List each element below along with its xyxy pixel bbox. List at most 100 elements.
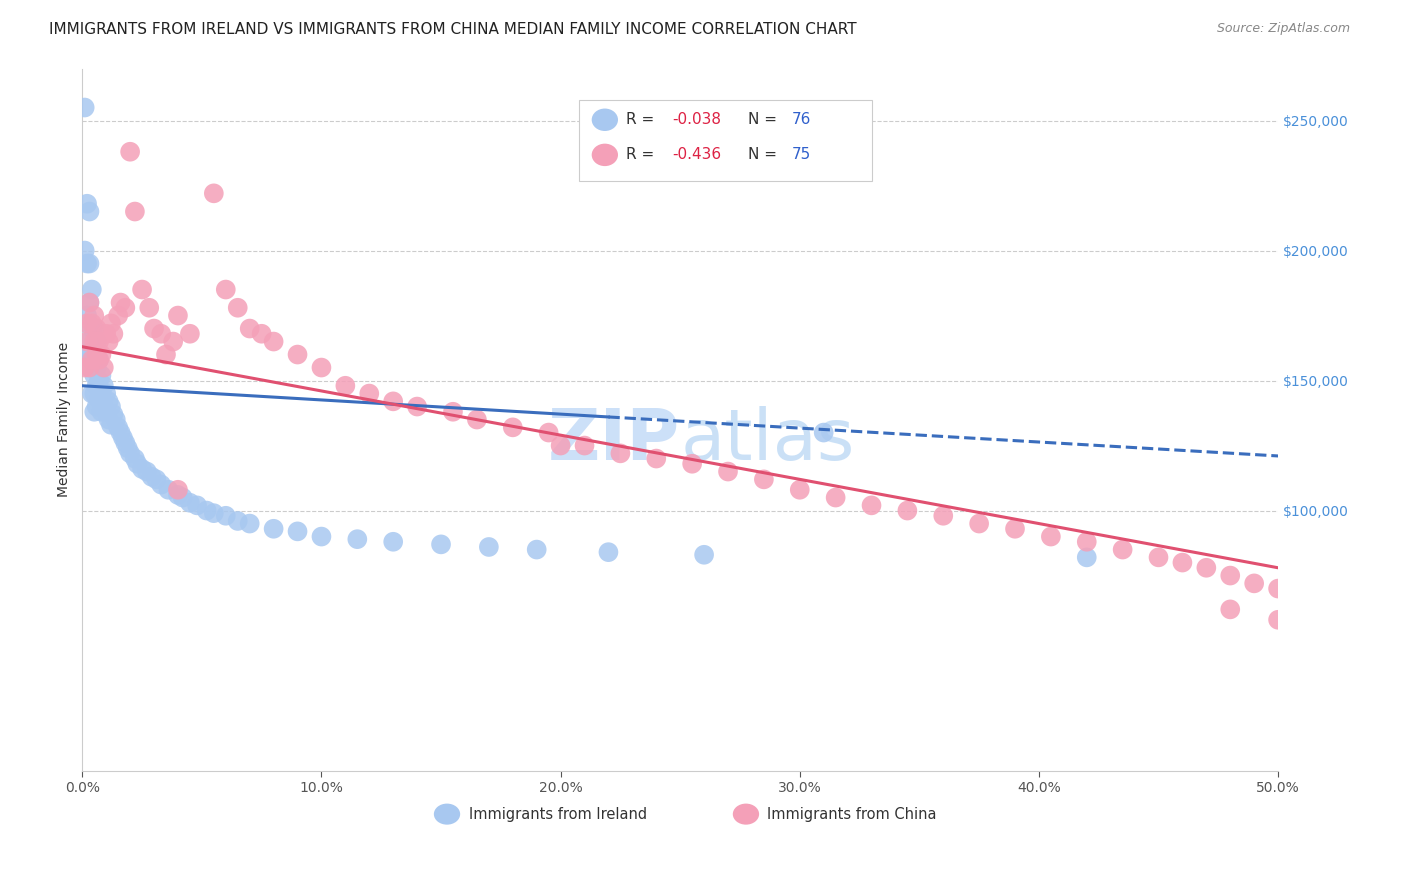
Point (90, 368, 112, 383)
Point (1267, 613, 1289, 627)
Point (157, 483, 180, 497)
Point (110, 425, 132, 440)
Point (430, 537, 453, 551)
Point (150, 326, 173, 341)
Point (150, 477, 173, 491)
Point (103, 326, 125, 341)
Point (103, 408, 125, 422)
Point (97, 394, 120, 409)
Point (202, 506, 225, 520)
Point (1171, 556, 1194, 570)
Ellipse shape (434, 804, 460, 824)
Point (789, 483, 811, 497)
Point (145, 472, 167, 486)
Point (76, 347, 98, 361)
Y-axis label: Median Family Income: Median Family Income (58, 342, 72, 497)
Point (1039, 530, 1062, 544)
Point (96, 326, 118, 341)
Text: Immigrants from China: Immigrants from China (768, 806, 936, 822)
Point (359, 386, 381, 401)
Point (83, 405, 105, 419)
Point (83, 309, 105, 323)
Text: IMMIGRANTS FROM IRELAND VS IMMIGRANTS FROM CHINA MEDIAN FAMILY INCOME CORRELATIO: IMMIGRANTS FROM IRELAND VS IMMIGRANTS FR… (49, 22, 856, 37)
Point (79, 256, 101, 270)
Point (239, 321, 262, 335)
Point (79, 360, 101, 375)
Point (1219, 602, 1241, 616)
Point (100, 400, 122, 414)
Point (162, 334, 184, 349)
Point (135, 465, 157, 479)
Point (550, 439, 572, 453)
Point (131, 283, 153, 297)
Point (76, 309, 98, 323)
Point (167, 309, 190, 323)
Point (465, 412, 488, 426)
Text: -0.436: -0.436 (672, 147, 721, 162)
Point (179, 496, 201, 510)
Point (574, 439, 596, 453)
Point (1243, 576, 1265, 591)
Point (143, 321, 166, 335)
Point (87, 352, 110, 367)
Text: R =: R = (627, 147, 659, 162)
Point (76, 316, 98, 330)
Text: Immigrants from Ireland: Immigrants from Ireland (468, 806, 647, 822)
Point (1267, 582, 1289, 596)
Point (83, 368, 105, 383)
Point (311, 360, 333, 375)
Point (86, 321, 108, 335)
Point (83, 347, 105, 361)
Point (824, 491, 846, 505)
Point (167, 488, 190, 502)
Point (117, 441, 139, 455)
Point (87, 392, 110, 406)
Point (141, 469, 163, 483)
FancyBboxPatch shape (578, 100, 872, 181)
Point (104, 412, 127, 426)
Point (167, 483, 190, 497)
Text: Source: ZipAtlas.com: Source: ZipAtlas.com (1216, 22, 1350, 36)
Point (382, 394, 405, 409)
Point (73, 244, 96, 258)
Point (1195, 561, 1218, 575)
Point (932, 508, 955, 523)
Point (86, 360, 108, 375)
Text: atlas: atlas (681, 406, 855, 475)
Point (346, 532, 368, 546)
Point (609, 446, 631, 460)
Point (79, 295, 101, 310)
Point (752, 472, 775, 486)
Point (107, 309, 129, 323)
Point (124, 451, 146, 466)
Point (87, 374, 110, 388)
Point (287, 347, 309, 361)
Point (90, 347, 112, 361)
Point (478, 540, 501, 554)
Point (97, 334, 120, 349)
Point (73, 347, 96, 361)
Point (195, 503, 218, 517)
Ellipse shape (592, 144, 619, 166)
Point (186, 499, 208, 513)
Point (93, 360, 115, 375)
Point (813, 425, 835, 440)
Point (80, 283, 103, 297)
Point (155, 347, 177, 361)
Ellipse shape (592, 109, 619, 131)
Point (860, 499, 883, 513)
Point (526, 542, 548, 557)
Point (124, 204, 146, 219)
Text: ZIP: ZIP (548, 406, 681, 475)
Point (114, 436, 136, 450)
Point (76, 196, 98, 211)
Point (83, 321, 105, 335)
Point (693, 548, 716, 562)
Point (502, 420, 524, 434)
Point (114, 301, 136, 315)
Point (179, 326, 201, 341)
Point (441, 405, 464, 419)
Point (131, 462, 153, 476)
Point (76, 256, 98, 270)
Point (96, 405, 118, 419)
